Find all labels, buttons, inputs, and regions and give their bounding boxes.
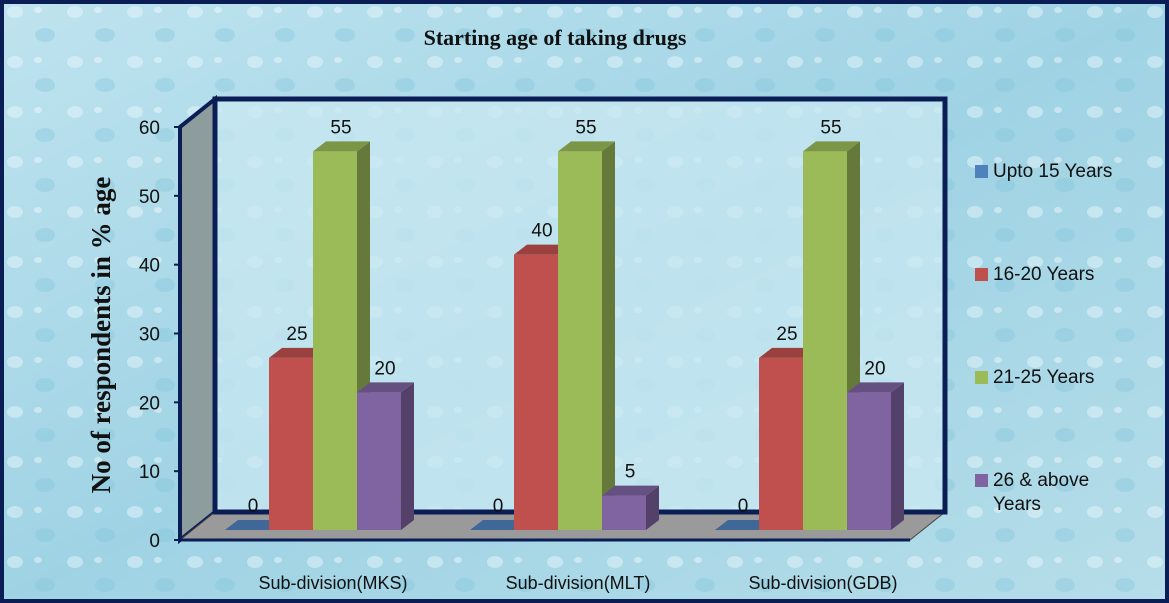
y-axis-label: No of respondents in % age bbox=[86, 177, 116, 494]
bar-top bbox=[847, 382, 904, 393]
bar bbox=[514, 254, 558, 530]
bar bbox=[847, 392, 891, 530]
data-label: 25 bbox=[776, 324, 797, 345]
bar-top bbox=[602, 485, 659, 496]
bar-top bbox=[715, 520, 772, 530]
bar-top bbox=[803, 141, 860, 152]
data-label: 55 bbox=[330, 117, 351, 138]
x-tick-label: Sub-division(MLT) bbox=[506, 573, 651, 593]
data-label: 55 bbox=[820, 117, 841, 138]
y-tick-label: 40 bbox=[139, 256, 160, 277]
legend-swatch bbox=[975, 165, 988, 178]
legend-label: 16-20 Years bbox=[993, 264, 1095, 285]
y-tick-label: 60 bbox=[139, 118, 160, 139]
bar bbox=[313, 151, 357, 530]
bar-top bbox=[269, 347, 326, 358]
bar bbox=[803, 151, 847, 530]
bar-side bbox=[401, 382, 414, 530]
x-tick-label: Sub-division(MKS) bbox=[258, 573, 407, 593]
data-label: 0 bbox=[248, 496, 259, 517]
bar-top bbox=[357, 382, 414, 393]
legend-swatch bbox=[975, 474, 988, 487]
chart-title: Starting age of taking drugs bbox=[424, 25, 687, 50]
bar bbox=[558, 151, 602, 530]
data-label: 55 bbox=[575, 117, 596, 138]
bar-top bbox=[514, 244, 571, 255]
data-label: 0 bbox=[493, 496, 504, 517]
legend-swatch bbox=[975, 371, 988, 384]
bar bbox=[269, 357, 313, 530]
y-tick-label: 30 bbox=[139, 325, 160, 346]
bar bbox=[602, 495, 646, 530]
bar bbox=[357, 392, 401, 530]
bar-top bbox=[759, 347, 816, 358]
side-wall bbox=[178, 94, 217, 545]
bar bbox=[759, 357, 803, 530]
data-label: 20 bbox=[864, 358, 885, 379]
y-tick-label: 0 bbox=[149, 531, 160, 552]
x-tick-label: Sub-division(GDB) bbox=[748, 573, 897, 593]
y-tick-label: 20 bbox=[139, 393, 160, 414]
bar-top bbox=[313, 141, 370, 152]
bar-top bbox=[558, 141, 615, 152]
legend-swatch bbox=[975, 268, 988, 281]
bar-top bbox=[225, 520, 282, 530]
data-label: 20 bbox=[374, 358, 395, 379]
data-label: 25 bbox=[286, 324, 307, 345]
legend-label: Upto 15 Years bbox=[993, 161, 1113, 182]
legend-label: 26 & above Years bbox=[993, 470, 1090, 515]
data-label: 0 bbox=[738, 496, 749, 517]
legend-label: 21-25 Years bbox=[993, 367, 1095, 388]
bar-side bbox=[891, 382, 904, 530]
bar-side bbox=[602, 141, 615, 530]
data-label: 5 bbox=[625, 462, 636, 483]
bar-top bbox=[470, 520, 527, 530]
bar-side bbox=[646, 485, 659, 530]
data-label: 40 bbox=[531, 221, 552, 242]
y-tick-label: 10 bbox=[139, 462, 160, 483]
y-tick-label: 50 bbox=[139, 187, 160, 208]
